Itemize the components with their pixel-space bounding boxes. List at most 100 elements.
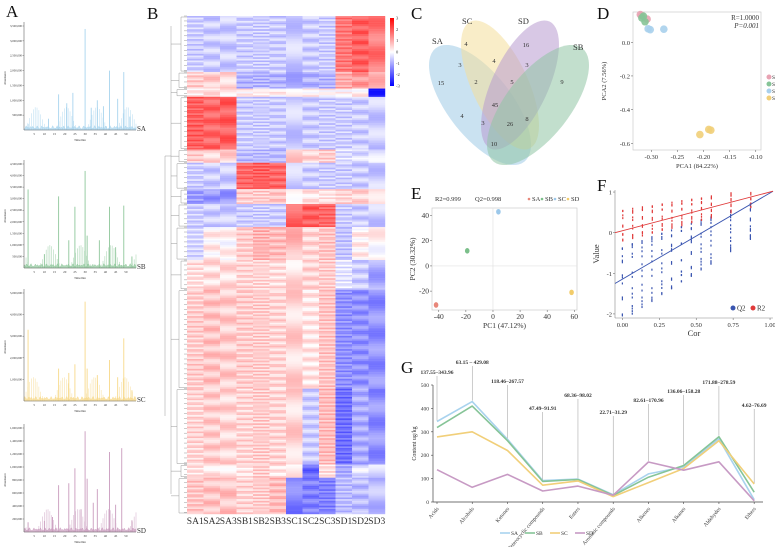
heatmap-cell bbox=[335, 109, 353, 112]
heatmap-cell bbox=[253, 327, 270, 330]
heatmap-cell bbox=[286, 123, 303, 126]
heatmap-cell bbox=[253, 398, 270, 401]
heatmap-cell bbox=[203, 138, 221, 140]
heatmap-cell bbox=[253, 256, 270, 259]
heatmap-cell bbox=[319, 235, 336, 238]
heatmap-cell bbox=[352, 67, 369, 69]
heatmap-cell bbox=[187, 321, 204, 323]
q2-point bbox=[651, 249, 653, 252]
heatmap-cell bbox=[269, 45, 287, 48]
heatmap-cell bbox=[352, 131, 369, 134]
heatmap-cell bbox=[269, 418, 287, 421]
heatmap-cell bbox=[203, 335, 221, 338]
heatmap-cell bbox=[302, 213, 320, 216]
heatmap-cell bbox=[352, 326, 369, 328]
heatmap-cell bbox=[187, 37, 204, 40]
heatmap-cell bbox=[203, 451, 221, 454]
heatmap-cell bbox=[335, 471, 353, 473]
heatmap-cell bbox=[269, 347, 287, 350]
heatmap-cell bbox=[253, 233, 270, 236]
heatmap-cell bbox=[253, 471, 270, 473]
heatmap-cell bbox=[302, 138, 320, 140]
q2-point bbox=[631, 244, 633, 247]
heatmap-cell bbox=[302, 345, 320, 348]
heatmap-cell bbox=[302, 53, 320, 56]
plsda-point-sc bbox=[496, 208, 501, 215]
heatmap-cell bbox=[220, 499, 237, 502]
heatmap-cell bbox=[269, 119, 287, 122]
heatmap-cell bbox=[203, 95, 221, 98]
heatmap-cell bbox=[253, 199, 270, 201]
heatmap-cell bbox=[203, 174, 221, 177]
heatmap-cell bbox=[352, 253, 369, 256]
heatmap-cell bbox=[203, 500, 221, 503]
heatmap-cell bbox=[335, 106, 353, 109]
heatmap-cell bbox=[203, 152, 221, 155]
heatmap-cell bbox=[319, 271, 336, 274]
heatmap-cell bbox=[335, 156, 353, 159]
heatmap-cell bbox=[302, 129, 320, 132]
heatmap-cell bbox=[220, 273, 237, 276]
venn-set-label: SA bbox=[432, 36, 444, 46]
heatmap-cell bbox=[236, 362, 254, 365]
heatmap-cell bbox=[269, 105, 287, 107]
q2-point bbox=[651, 298, 653, 301]
heatmap-cell bbox=[319, 184, 336, 187]
heatmap-cell bbox=[253, 55, 270, 58]
heatmap-cell bbox=[203, 187, 221, 190]
heatmap-cell bbox=[253, 316, 270, 318]
heatmap-cell bbox=[352, 375, 369, 378]
heatmap-cell bbox=[352, 63, 369, 66]
heatmap-cell bbox=[187, 438, 204, 440]
heatmap-cell bbox=[220, 29, 237, 32]
heatmap-cell bbox=[236, 77, 254, 79]
heatmap-cell bbox=[203, 250, 221, 253]
heatmap-cell bbox=[335, 472, 353, 475]
venn-region-count: 3 bbox=[525, 62, 528, 69]
heatmap-cell bbox=[335, 293, 353, 295]
heatmap-cell bbox=[335, 509, 353, 511]
heatmap-cell bbox=[319, 194, 336, 196]
heatmap-cell bbox=[302, 504, 320, 506]
heatmap-cell bbox=[269, 85, 287, 88]
heatmap-cell bbox=[352, 510, 369, 513]
heatmap-cell bbox=[352, 180, 369, 183]
heatmap-cell bbox=[220, 297, 237, 300]
heatmap-cell bbox=[203, 271, 221, 274]
heatmap-cell bbox=[368, 261, 386, 264]
heatmap-cell bbox=[220, 345, 237, 348]
heatmap-cell bbox=[319, 286, 336, 289]
heatmap-cell bbox=[335, 329, 353, 332]
heatmap-cell bbox=[335, 296, 353, 299]
q2-statistic: Q2=0.998 bbox=[475, 196, 501, 203]
panel-label-a: A bbox=[6, 2, 19, 21]
heatmap-cell bbox=[302, 187, 320, 190]
heatmap-cell bbox=[335, 185, 353, 188]
heatmap-cell bbox=[236, 314, 254, 317]
heatmap-cell bbox=[220, 195, 237, 198]
heatmap-cell bbox=[203, 413, 221, 416]
heatmap-cell bbox=[253, 223, 270, 226]
heatmap-cell bbox=[220, 408, 237, 411]
legend-label: SC bbox=[558, 196, 566, 203]
heatmap-cell bbox=[203, 67, 221, 69]
heatmap-cell bbox=[236, 347, 254, 350]
heatmap-cell bbox=[236, 171, 254, 173]
heatmap-cell bbox=[269, 184, 287, 187]
q2-point bbox=[670, 243, 673, 246]
heatmap-cell bbox=[319, 255, 336, 257]
heatmap-cell bbox=[187, 424, 204, 427]
q2-point bbox=[690, 267, 692, 270]
chromatogram-sd: 200,000400,000600,000800,0001,000,0001,2… bbox=[3, 424, 146, 544]
heatmap-cell bbox=[286, 459, 303, 462]
r2-point bbox=[681, 200, 683, 203]
heatmap-cell bbox=[203, 279, 221, 282]
heatmap-cell bbox=[352, 60, 369, 63]
heatmap-cell bbox=[269, 284, 287, 287]
heatmap-cell bbox=[368, 141, 386, 144]
heatmap-cell bbox=[302, 466, 320, 469]
heatmap-cell bbox=[203, 88, 221, 91]
heatmap-cell bbox=[286, 368, 303, 371]
heatmap-cell bbox=[302, 378, 320, 381]
heatmap-cell bbox=[236, 238, 254, 241]
